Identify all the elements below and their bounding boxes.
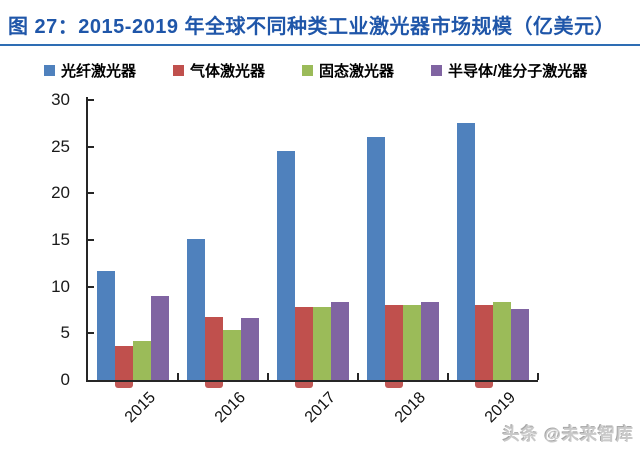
x-tick-mark <box>177 373 179 380</box>
x-tick-mark <box>267 373 269 380</box>
bar <box>223 329 241 380</box>
bar <box>205 317 223 380</box>
bar <box>475 305 493 380</box>
bar <box>133 340 151 380</box>
bar-shadow <box>295 382 313 388</box>
legend-swatch <box>431 64 443 76</box>
bar <box>511 309 529 380</box>
bar <box>457 123 475 380</box>
title-underline <box>0 44 640 46</box>
bar <box>367 137 385 380</box>
y-tick-mark <box>88 285 94 288</box>
bar-shadow <box>475 382 493 388</box>
legend-swatch <box>44 64 55 76</box>
bar <box>331 301 349 380</box>
legend-item-2: 固态激光器 <box>302 60 394 81</box>
bar <box>385 305 403 380</box>
legend-item-0: 光纤激光器 <box>44 60 136 81</box>
x-axis-label: 2018 <box>391 389 430 427</box>
x-axis-label: 2016 <box>211 389 250 427</box>
bar-shadow <box>205 382 223 388</box>
y-tick-label: 30 <box>51 90 70 109</box>
bar <box>295 307 313 380</box>
y-tick-label: 0 <box>60 370 70 389</box>
legend-label: 气体激光器 <box>190 62 266 80</box>
legend: 光纤激光器 气体激光器 固态激光器 半导体/准分子激光器 <box>44 59 587 81</box>
bar-shadow <box>115 382 133 388</box>
bar <box>313 307 331 380</box>
x-tick-mark <box>447 373 449 380</box>
x-axis-label: 2015 <box>121 389 160 427</box>
y-tick-mark <box>88 239 94 241</box>
y-tick-mark <box>88 99 94 101</box>
x-axis-label: 2017 <box>301 389 340 427</box>
bar-shadow <box>385 382 403 388</box>
bar <box>151 296 169 380</box>
x-tick-mark <box>357 373 359 380</box>
plot-area <box>86 97 539 388</box>
watermark: 头条 @未来智库 <box>502 425 634 444</box>
legend-item-1: 气体激光器 <box>173 60 265 81</box>
y-tick-label: 5 <box>60 323 70 343</box>
bar <box>403 305 421 380</box>
y-tick-label: 10 <box>51 276 70 296</box>
y-tick-label: 25 <box>51 136 70 156</box>
legend-label: 固态激光器 <box>319 62 395 80</box>
y-tick-label: 15 <box>51 230 70 249</box>
bar <box>277 151 295 380</box>
y-tick-mark <box>88 192 94 195</box>
bar <box>493 301 511 380</box>
bar <box>97 270 115 380</box>
bar <box>115 346 133 380</box>
x-tick-mark <box>537 373 539 380</box>
legend-swatch <box>302 64 314 76</box>
legend-label: 光纤激光器 <box>61 62 137 80</box>
y-tick-label: 20 <box>51 183 70 203</box>
legend-label: 半导体/准分子激光器 <box>448 62 588 80</box>
legend-swatch <box>173 64 185 76</box>
y-tick-mark <box>88 332 94 335</box>
bar <box>241 318 259 380</box>
bar <box>187 239 205 380</box>
legend-item-3: 半导体/准分子激光器 <box>431 60 587 81</box>
bar <box>421 301 439 380</box>
y-tick-mark <box>88 145 94 148</box>
figure-title: 图 27：2015-2019 年全球不同种类工业激光器市场规模（亿美元） <box>8 16 616 38</box>
